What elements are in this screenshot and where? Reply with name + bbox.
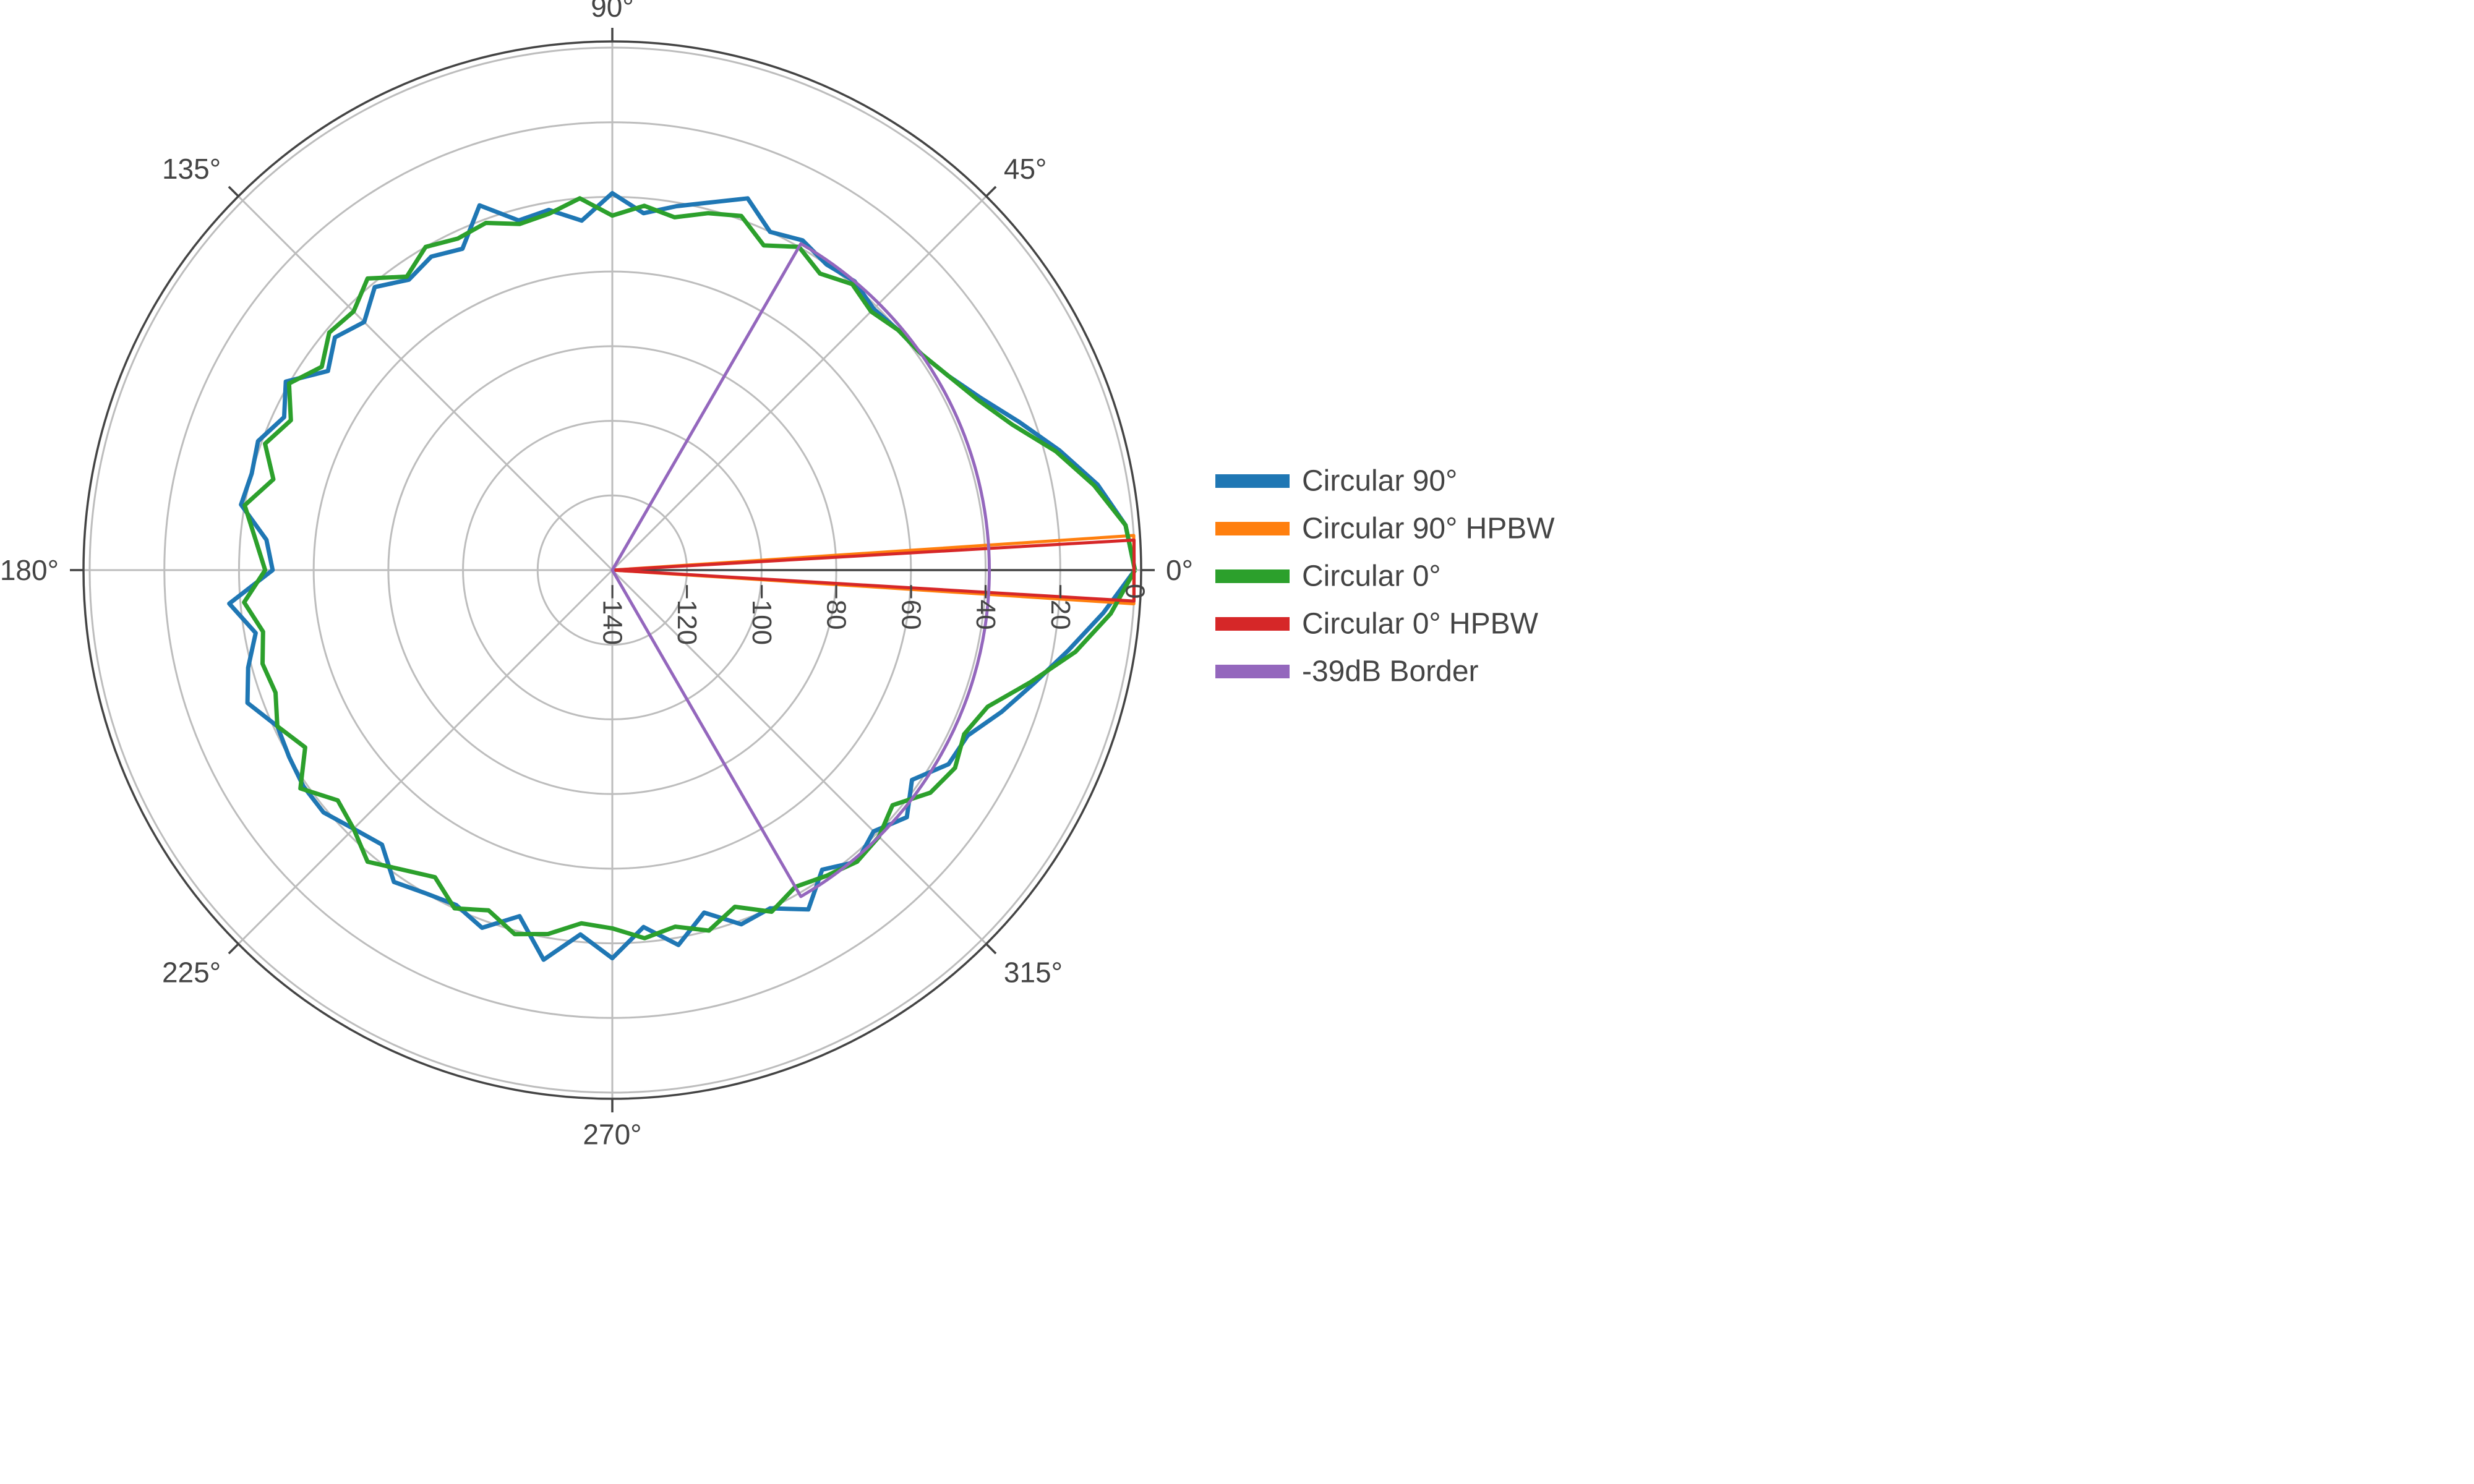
angular-tick-label-270: 270°: [583, 1119, 641, 1151]
angular-gridline-135: [238, 195, 614, 571]
radial-tick-label-1: −120: [672, 584, 702, 645]
angular-gridline-315: [611, 569, 987, 945]
legend-item-1[interactable]: Circular 90° HPBW: [1215, 513, 1555, 545]
legend-item-2[interactable]: Circular 0°: [1215, 560, 1441, 593]
radial-tick-label-7: 0: [1120, 584, 1150, 599]
angular-tick-45: [985, 186, 997, 197]
angular-tick-135: [228, 186, 239, 197]
legend-item-4[interactable]: -39dB Border: [1215, 655, 1479, 688]
legend-item-0[interactable]: Circular 90°: [1215, 465, 1457, 498]
legend-item-3[interactable]: Circular 0° HPBW: [1215, 608, 1539, 641]
series-3: [612, 538, 1136, 603]
angular-gridline-225: [238, 569, 614, 945]
legend-label: Circular 0°: [1302, 560, 1441, 593]
angular-gridline-45: [611, 195, 987, 571]
radial-tick-label-6: −20: [1045, 584, 1076, 630]
legend-label: -39dB Border: [1302, 655, 1479, 688]
radial-tick-label-3: −80: [821, 584, 852, 630]
angular-tick-label-90: 90°: [591, 0, 634, 23]
legend-label: Circular 90° HPBW: [1302, 513, 1555, 545]
series-0: [227, 190, 1137, 962]
radial-tick-label-2: −100: [747, 584, 777, 645]
angular-tick-label-135: 135°: [162, 153, 221, 185]
series-layer: [227, 190, 1137, 962]
angular-tick-label-315: 315°: [1004, 956, 1063, 988]
series-path-hpbw-3: [612, 538, 1136, 603]
angular-tick-label-0: 0°: [1166, 554, 1193, 586]
legend[interactable]: Circular 90° Circular 90° HPBW Circular 0°…: [1215, 465, 1555, 688]
angular-tick-315: [985, 943, 997, 955]
radial-tick-label-5: −40: [970, 584, 1001, 630]
series-path-border: [610, 242, 991, 898]
series-path-pattern-0: [227, 190, 1137, 962]
radial-tick-label-4: −60: [896, 584, 926, 630]
angular-tick-225: [228, 943, 239, 955]
series-path-pattern-2: [242, 196, 1137, 940]
tick-layer: 0° 45° 90° 135° 180° 225° 270° 315° −140 −120 −100…: [0, 0, 1193, 1151]
radial-tick-label-0: −140: [597, 584, 628, 645]
angular-tick-label-225: 225°: [162, 956, 221, 988]
angular-tick-label-45: 45°: [1004, 153, 1047, 185]
legend-label: Circular 0° HPBW: [1302, 608, 1539, 641]
angular-tick-label-180: 180°: [0, 554, 59, 586]
series-2: [242, 196, 1137, 940]
series-4: [610, 242, 991, 898]
legend-label: Circular 90°: [1302, 465, 1457, 498]
